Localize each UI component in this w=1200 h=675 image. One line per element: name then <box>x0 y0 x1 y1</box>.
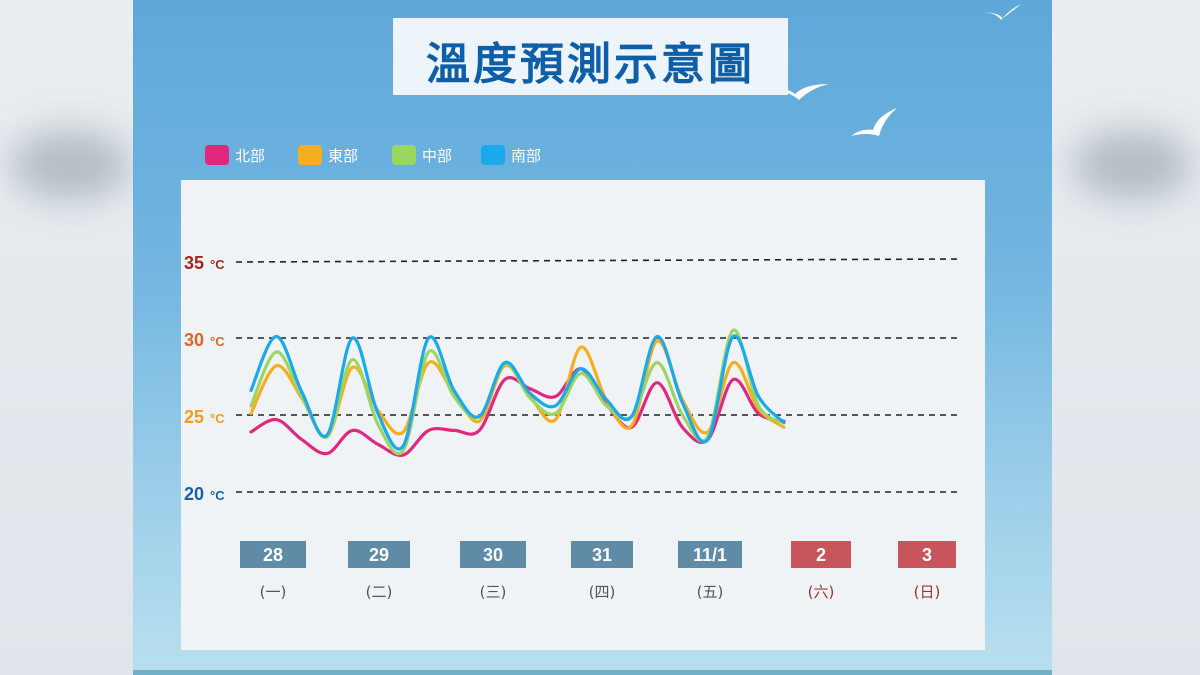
date-label: 28 <box>263 545 283 565</box>
date-label: 2 <box>816 545 826 565</box>
date-badge <box>460 541 526 568</box>
y-tick-unit: °C <box>210 257 225 272</box>
legend-label-north: 北部 <box>235 146 266 165</box>
date-label: 30 <box>483 545 503 565</box>
legend-item-north: 北部 <box>205 143 265 167</box>
forecast-panel: 溫度預測示意圖 北部 東部 中部 南部 35 °C 30 °C 25 °C 20 °C 28 (一… <box>133 0 1052 675</box>
temperature-line-chart: 35 °C 30 °C 25 °C 20 °C 28 (一) 29 (二) 30 (三) 31 (四) 11/1… <box>184 253 962 601</box>
legend-item-central: 中部 <box>392 143 452 167</box>
legend-item-east: 東部 <box>298 143 358 167</box>
legend-item-south: 南部 <box>481 143 541 167</box>
y-tick-label: 20 <box>184 484 204 504</box>
y-tick-label: 25 <box>184 407 204 427</box>
page-title: 溫度預測示意圖 <box>426 39 755 90</box>
title-banner: 溫度預測示意圖 <box>393 18 788 95</box>
weekday-label: (一) <box>260 583 287 601</box>
weekday-label: (五) <box>697 583 724 601</box>
seagull-icon <box>851 108 897 136</box>
date-label: 11/1 <box>693 545 727 565</box>
weekday-label: (日) <box>914 583 941 601</box>
legend-swatch-south <box>481 145 505 165</box>
left-blurred-margin <box>0 0 133 675</box>
y-tick-unit: °C <box>210 334 225 349</box>
y-tick-label: 30 <box>184 330 204 350</box>
weekday-label: (三) <box>480 583 507 601</box>
date-label: 3 <box>922 545 932 565</box>
y-tick-unit: °C <box>210 411 225 426</box>
weekday-label: (四) <box>589 583 616 601</box>
seagull-icon <box>773 84 829 100</box>
seagull-icon <box>981 4 1021 20</box>
legend-swatch-east <box>298 145 322 165</box>
right-blurred-margin <box>1052 0 1200 675</box>
date-badge <box>240 541 306 568</box>
seagull-decoration <box>773 4 1021 136</box>
legend-label-central: 中部 <box>422 146 453 165</box>
date-badge <box>898 541 956 568</box>
gridline-35 <box>235 258 962 263</box>
legend-swatch-north <box>205 145 229 165</box>
blurred-shape <box>10 130 130 200</box>
weekday-label: (六) <box>808 583 835 601</box>
blurred-shape <box>1072 130 1192 200</box>
series-line-central <box>249 328 786 456</box>
legend-label-east: 東部 <box>328 146 359 165</box>
date-badge <box>791 541 851 568</box>
legend-label-south: 南部 <box>511 146 542 165</box>
date-badge <box>571 541 633 568</box>
date-label: 29 <box>369 545 389 565</box>
date-badge <box>348 541 410 568</box>
y-tick-unit: °C <box>210 488 225 503</box>
weekday-label: (二) <box>366 583 393 601</box>
date-label: 31 <box>592 545 612 565</box>
series-line-south <box>249 334 786 451</box>
bottom-strip <box>133 670 1052 675</box>
chart-area: 35 °C 30 °C 25 °C 20 °C 28 (一) 29 (二) 30 (三) 31 (四) 11/1… <box>181 180 985 650</box>
date-badge <box>678 541 742 568</box>
y-tick-label: 35 <box>184 253 204 273</box>
legend-swatch-central <box>392 145 416 165</box>
